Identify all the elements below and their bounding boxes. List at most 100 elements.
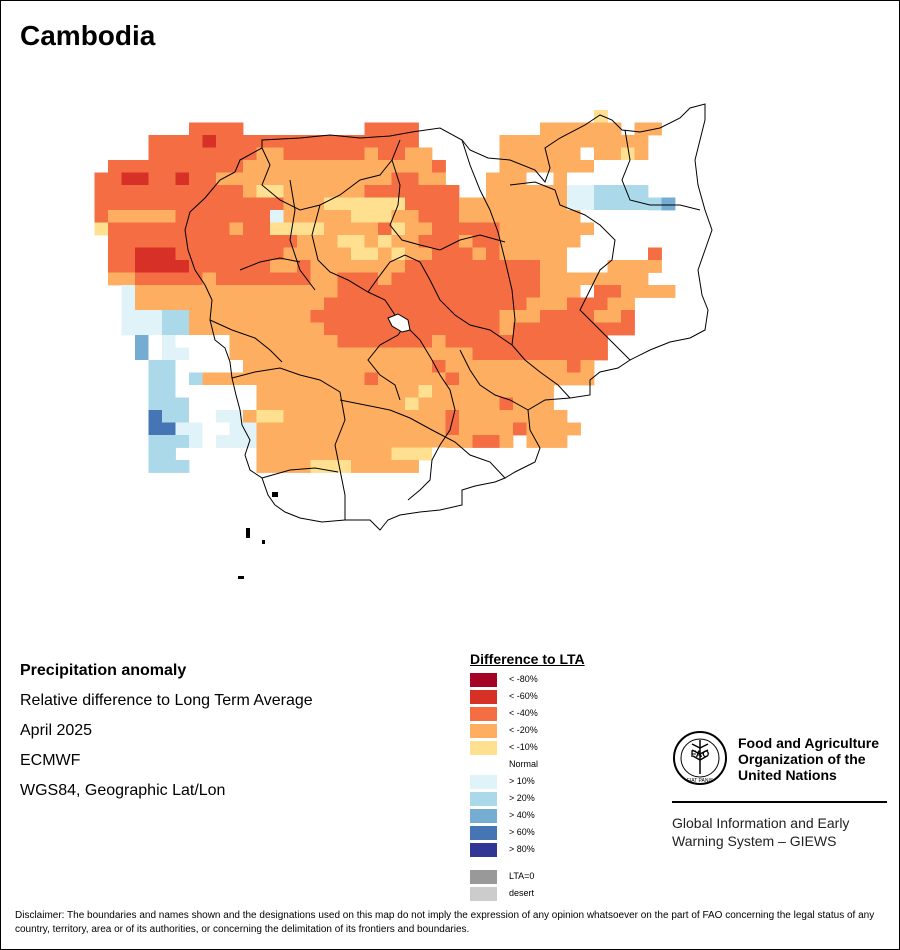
- grid-cell: [418, 297, 433, 311]
- grid-cell: [432, 435, 446, 448]
- grid-cell: [310, 435, 325, 448]
- grid-cell: [351, 360, 365, 373]
- grid-cell: [540, 297, 554, 311]
- tonle-sap-lake: [387, 313, 411, 333]
- grid-cell: [216, 297, 230, 311]
- grid-cell: [486, 435, 500, 448]
- legend-item: < -10%: [470, 739, 585, 756]
- province-border: [261, 467, 339, 479]
- grid-cell: [459, 197, 473, 211]
- grid-cell: [337, 310, 352, 323]
- grid-cell: [607, 297, 622, 311]
- grid-cell: [202, 135, 217, 148]
- grid-cell: [162, 397, 176, 411]
- grid-cell: [243, 360, 257, 373]
- grid-cell: [607, 272, 622, 286]
- grid-cell: [621, 235, 635, 248]
- grid-cell: [324, 247, 338, 261]
- grid-cell: [499, 185, 514, 198]
- grid-cell: [594, 122, 608, 136]
- grid-cell: [121, 222, 136, 236]
- province-border: [339, 399, 506, 479]
- grid-cell: [162, 410, 176, 423]
- grid-cell: [526, 385, 541, 398]
- grid-cell: [189, 285, 203, 298]
- grid-cell: [405, 360, 419, 373]
- grid-cell: [472, 360, 487, 373]
- grid-cell: [189, 147, 203, 161]
- grid-cell: [337, 335, 352, 348]
- grid-cell: [418, 397, 433, 411]
- grid-cell: [297, 160, 311, 173]
- grid-cell: [162, 435, 176, 448]
- grid-cell: [256, 460, 271, 473]
- grid-cell: [243, 310, 257, 323]
- grid-cell: [607, 310, 622, 323]
- grid-cell: [283, 210, 298, 223]
- grid-cell: [148, 210, 163, 223]
- grid-cell: [189, 347, 203, 361]
- grid-cell: [499, 222, 514, 236]
- grid-cell: [607, 247, 622, 261]
- grid-cell: [634, 160, 649, 173]
- grid-cell: [135, 210, 149, 223]
- grid-cell: [135, 360, 149, 373]
- legend-item: > 40%: [470, 807, 585, 824]
- grid-cell: [270, 172, 284, 186]
- grid-cell: [121, 272, 136, 286]
- grid-cell: [135, 347, 149, 361]
- grid-cell: [418, 235, 433, 248]
- grid-cell: [270, 347, 284, 361]
- grid-cell: [256, 247, 271, 261]
- grid-cell: [513, 235, 527, 248]
- grid-cell: [94, 222, 109, 236]
- grid-cell: [405, 435, 419, 448]
- grid-cell: [297, 272, 311, 286]
- grid-cell: [310, 335, 325, 348]
- grid-cell: [189, 122, 203, 136]
- grid-cell: [189, 160, 203, 173]
- legend-title: Difference to LTA: [470, 651, 585, 667]
- grid-cell: [216, 397, 230, 411]
- grid-cell: [256, 422, 271, 436]
- grid-cell: [135, 160, 149, 173]
- grid-cell: [121, 247, 136, 261]
- grid-cell: [94, 197, 109, 211]
- grid-cell: [216, 272, 230, 286]
- grid-cell: [391, 285, 406, 298]
- grid-cell: [567, 297, 581, 311]
- grid-cell: [162, 422, 176, 436]
- grid-cell: [486, 335, 500, 348]
- grid-cell: [540, 410, 554, 423]
- grid-cell: [405, 235, 419, 248]
- grid-cell: [297, 360, 311, 373]
- grid-cell: [378, 122, 392, 136]
- grid-cell: [418, 160, 433, 173]
- grid-cell: [526, 197, 541, 211]
- grid-cell: [405, 135, 419, 148]
- grid-cell: [351, 460, 365, 473]
- grid-cell: [634, 172, 649, 186]
- grid-cell: [283, 447, 298, 461]
- grid-cell: [310, 197, 325, 211]
- grid-cell: [472, 347, 487, 361]
- grid-cell: [405, 447, 419, 461]
- grid-cell: [472, 335, 487, 348]
- grid-cell: [607, 210, 622, 223]
- grid-cell: [540, 210, 554, 223]
- grid-cell: [297, 147, 311, 161]
- grid-cell: [175, 172, 190, 186]
- grid-cell: [189, 397, 203, 411]
- fao-emblem-motto: FIAT PANIS: [687, 778, 714, 784]
- grid-cell: [513, 372, 527, 386]
- grid-cell: [486, 172, 500, 186]
- grid-cell: [256, 160, 271, 173]
- grid-cell: [162, 460, 176, 473]
- grid-cell: [243, 135, 257, 148]
- grid-cell: [621, 172, 635, 186]
- legend-item: < -40%: [470, 705, 585, 722]
- grid-cell: [580, 222, 595, 236]
- grid-cell: [229, 260, 244, 273]
- legend-swatch: [470, 673, 497, 687]
- grid-cell: [432, 447, 446, 461]
